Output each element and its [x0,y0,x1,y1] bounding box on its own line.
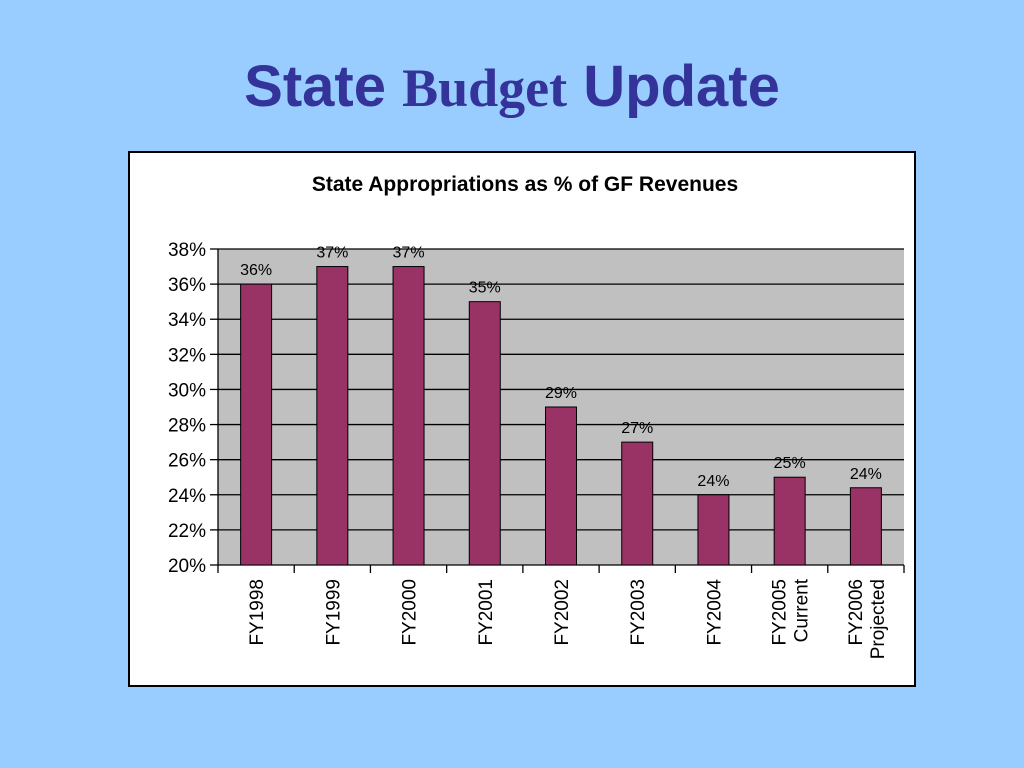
bar-chart: State Appropriations as % of GF Revenues… [168,173,905,659]
bar [773,476,806,566]
data-label: 29% [545,385,577,402]
x-tick-label: FY1999 [323,579,344,646]
slide-title-part-2: Budget [402,58,568,118]
y-tick-label: 20% [168,556,206,577]
y-tick-label: 28% [168,416,206,437]
data-label: 37% [393,245,425,262]
x-tick-label: FY1998 [247,579,268,646]
chart-plot: 20% 22% 24% 26% 28% 30% 32% 34% 36% 38% 36% FY1998 3… [168,240,905,659]
bar [468,301,501,566]
y-tick-label: 30% [168,380,206,401]
y-tick-label: 26% [168,451,206,472]
y-tick-label: 38% [168,240,206,261]
x-tick-label: Current [792,578,813,642]
x-tick-label: FY2004 [704,579,725,646]
x-tick-label: FY2001 [476,579,497,646]
bar [240,283,273,566]
data-label: 24% [850,466,882,483]
bar [316,266,349,566]
bar [849,487,882,566]
slide-title: State Budget Update [0,58,1024,116]
x-tick-label: FY2005 [770,579,791,646]
y-tick-label: 32% [168,345,206,366]
data-label: 27% [621,420,653,437]
y-tick-label: 22% [168,521,206,542]
bar [392,266,425,566]
bar [697,494,730,566]
bar [545,406,577,566]
data-label: 24% [697,473,729,490]
x-tick-label: Projected [868,579,889,659]
bar [621,441,654,566]
x-tick-label: FY2002 [552,579,573,646]
x-tick-label: FY2003 [628,579,649,646]
x-tick-label: FY2000 [400,579,421,646]
y-tick-label: 34% [168,310,206,331]
data-label: 36% [240,262,272,279]
chart-title: State Appropriations as % of GF Revenues [312,173,738,196]
chart-frame: State Appropriations as % of GF Revenues… [128,151,916,687]
slide-title-part-1: State [244,54,386,119]
data-label: 25% [774,455,806,472]
y-tick-label: 36% [168,275,206,296]
slide-title-part-3: Update [583,54,780,119]
data-label: 35% [469,280,501,297]
x-tick-label: FY2006 [846,579,867,646]
y-tick-label: 24% [168,486,206,507]
data-label: 37% [316,245,348,262]
